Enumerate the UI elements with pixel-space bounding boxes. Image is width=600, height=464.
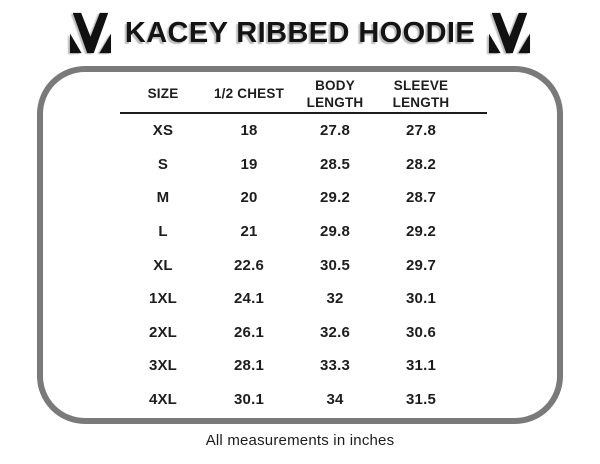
sleeve-length-value: 28.7: [406, 189, 436, 207]
size-label: 4XL: [148, 391, 178, 409]
size-chart-box: [37, 66, 563, 424]
sleeve-length-value: 31.5: [406, 391, 436, 409]
table-header-row: SIZE 1/2 CHEST BODY LENGTH SLEEVE LENGTH: [120, 75, 487, 114]
header: KACEY RIBBED HOODIE: [0, 6, 600, 60]
half-chest-value: 26.1: [234, 323, 264, 341]
table-row: L 21 29.8 29.2: [120, 215, 487, 249]
size-label: S: [157, 155, 169, 173]
body-length-value: 32.6: [320, 323, 350, 341]
measurement-note: All measurements in inches: [205, 432, 395, 449]
column-header-half-chest: 1/2 CHEST: [206, 85, 292, 102]
size-label: XS: [152, 122, 174, 140]
sleeve-length-value: 30.1: [406, 290, 436, 308]
column-header-line: BODY: [315, 77, 355, 93]
column-header-line: 1/2 CHEST: [213, 86, 285, 101]
half-chest-value: 20: [240, 189, 258, 207]
half-chest-value: 28.1: [234, 357, 264, 375]
sleeve-length-value: 31.1: [406, 357, 436, 375]
brand-m-logo-icon: [486, 12, 533, 54]
body-length-value: 34: [326, 391, 344, 409]
table-row: 4XL 30.1 34 31.5: [120, 383, 487, 417]
brand-m-logo-icon: [67, 12, 114, 54]
size-label: 3XL: [148, 357, 178, 375]
body-length-value: 29.2: [320, 189, 350, 207]
half-chest-value: 19: [240, 155, 258, 173]
table-row: 1XL 24.1 32 30.1: [120, 282, 487, 316]
size-label: L: [158, 223, 168, 241]
sleeve-length-value: 30.6: [406, 323, 436, 341]
half-chest-value: 21: [240, 223, 258, 241]
column-header-line: SIZE: [147, 86, 179, 101]
table-row: 2XL 26.1 32.6 30.6: [120, 316, 487, 350]
size-label: XL: [153, 256, 173, 274]
table-row: S 19 28.5 28.2: [120, 148, 487, 182]
sleeve-length-value: 27.8: [406, 122, 436, 140]
sleeve-length-value: 29.7: [406, 256, 436, 274]
column-header-line: LENGTH: [392, 94, 450, 110]
body-length-value: 28.5: [320, 155, 350, 173]
size-label: 1XL: [148, 290, 178, 308]
sleeve-length-value: 28.2: [406, 155, 436, 173]
column-header-line: LENGTH: [306, 94, 364, 110]
body-length-value: 30.5: [320, 256, 350, 274]
table-row: 3XL 28.1 33.3 31.1: [120, 349, 487, 383]
column-header-line: SLEEVE: [393, 77, 449, 93]
half-chest-value: 30.1: [234, 391, 264, 409]
half-chest-value: 24.1: [234, 290, 264, 308]
half-chest-value: 22.6: [234, 256, 264, 274]
column-header-body-length: BODY LENGTH: [292, 77, 378, 111]
sleeve-length-value: 29.2: [406, 223, 436, 241]
body-length-value: 32: [326, 290, 344, 308]
size-label: 2XL: [148, 323, 178, 341]
table-row: XL 22.6 30.5 29.7: [120, 248, 487, 282]
column-header-sleeve-length: SLEEVE LENGTH: [378, 77, 464, 111]
size-chart-table: SIZE 1/2 CHEST BODY LENGTH SLEEVE LENGTH…: [120, 75, 487, 416]
table-row: XS 18 27.8 27.8: [120, 114, 487, 148]
half-chest-value: 18: [240, 122, 258, 140]
table-row: M 20 29.2 28.7: [120, 181, 487, 215]
body-length-value: 27.8: [320, 122, 350, 140]
column-header-size: SIZE: [120, 85, 206, 102]
body-length-value: 33.3: [320, 357, 350, 375]
size-label: M: [156, 189, 170, 207]
page-title: KACEY RIBBED HOODIE: [124, 16, 476, 49]
body-length-value: 29.8: [320, 223, 350, 241]
